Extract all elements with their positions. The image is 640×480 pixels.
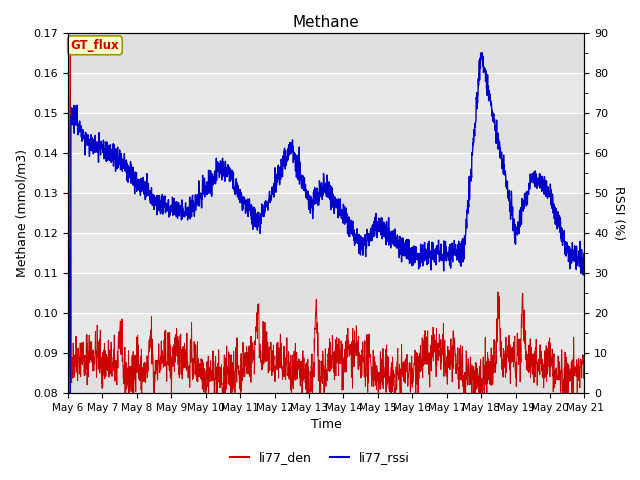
Y-axis label: Methane (mmol/m3): Methane (mmol/m3)	[15, 149, 28, 277]
X-axis label: Time: Time	[311, 419, 342, 432]
Bar	[68, 72, 584, 113]
Bar	[68, 313, 584, 353]
Bar	[68, 33, 584, 72]
Bar	[68, 233, 584, 273]
Title: Methane: Methane	[293, 15, 360, 30]
Bar	[68, 273, 584, 313]
Bar	[68, 353, 584, 393]
Text: GT_flux: GT_flux	[70, 39, 119, 52]
Y-axis label: RSSI (%): RSSI (%)	[612, 186, 625, 240]
Legend: li77_den, li77_rssi: li77_den, li77_rssi	[225, 446, 415, 469]
Bar	[68, 113, 584, 153]
Bar	[68, 153, 584, 193]
Bar	[68, 193, 584, 233]
